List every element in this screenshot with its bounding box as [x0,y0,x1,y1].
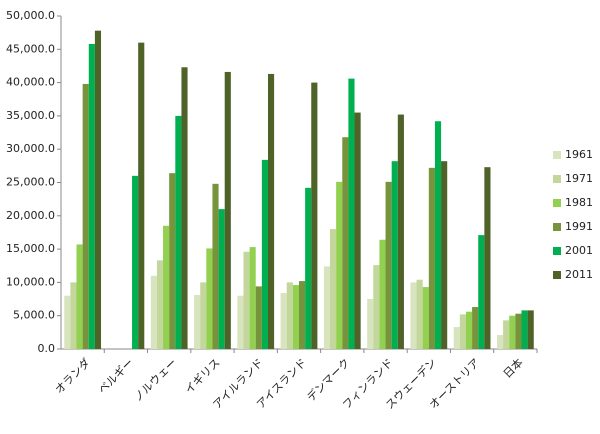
bar [200,282,207,349]
bar [150,275,157,349]
y-tick-label: 45,000.0 [6,42,55,55]
bar [330,229,337,349]
bar [484,167,491,349]
bar [465,311,473,349]
bar [224,71,231,349]
bar [82,83,89,349]
bar [348,78,355,349]
bar [206,248,213,349]
bar [391,161,398,349]
bar [503,320,510,349]
y-tick-label: 10,000.0 [6,275,55,288]
legend-swatch [553,175,561,183]
bar [515,313,522,349]
legend-label: 2011 [565,268,593,281]
bar [181,67,188,350]
legend-label: 2001 [565,244,593,257]
legend-swatch [553,151,561,159]
bar [441,161,448,349]
bar [243,251,250,349]
bar [292,285,299,349]
bar [132,175,139,349]
bar [138,42,145,349]
y-tick-label: 40,000.0 [6,76,55,89]
bar [521,310,528,349]
bar [218,209,225,349]
bar [434,121,442,349]
y-tick-label: 15,000.0 [6,242,55,255]
bar [459,314,466,349]
bar [422,287,429,349]
bar [237,295,244,349]
bar [379,239,386,349]
bar [478,235,485,349]
x-tick-label: オランダ [52,355,93,396]
bar [76,244,83,349]
bar [163,225,170,349]
x-tick-label: 日本 [500,355,525,380]
bar [397,114,404,350]
legend-label: 1981 [565,196,593,209]
bar [261,159,268,349]
bar [342,137,349,349]
bar [385,181,392,349]
y-tick-label: 50,000.0 [6,9,55,22]
x-tick-label: ベルギー [96,356,136,396]
bar [323,266,331,349]
y-tick-label: 5,000.0 [13,309,55,322]
y-tick-label: 35,000.0 [6,109,55,122]
bar [336,181,343,349]
bar [169,173,176,349]
bar [212,183,219,349]
bar [280,293,287,349]
bar [453,327,460,349]
bar [527,310,534,349]
bar [305,187,312,349]
bar [354,112,361,349]
bar [156,260,164,349]
bar [175,115,182,350]
bar [472,307,479,349]
bar [249,247,256,349]
y-tick-label: 30,000.0 [6,142,55,155]
legend-label: 1971 [565,172,593,185]
legend-swatch [553,247,561,255]
x-tick-label: イギリス [182,356,222,396]
x-tick-label: ノルウェー [131,356,179,404]
bar [94,30,102,349]
bar [373,265,380,349]
bar [255,286,262,349]
bar [311,82,318,349]
bar [367,299,374,349]
y-tick-label: 20,000.0 [6,209,55,222]
bar [267,73,275,349]
bar [410,282,417,349]
legend-swatch [553,271,561,279]
bar [428,167,435,349]
bar [286,282,293,349]
legend-label: 1961 [565,148,593,161]
bar [416,279,423,349]
bar [509,315,516,349]
bar [88,43,95,350]
legend-label: 1991 [565,220,593,233]
bar [496,335,504,349]
bar [194,295,201,349]
bar [70,282,77,349]
bar [64,295,71,349]
y-tick-label: 25,000.0 [6,176,55,189]
bar [299,281,306,349]
y-tick-label: 0.0 [38,342,56,355]
legend-swatch [553,199,561,207]
legend-swatch [553,223,561,231]
